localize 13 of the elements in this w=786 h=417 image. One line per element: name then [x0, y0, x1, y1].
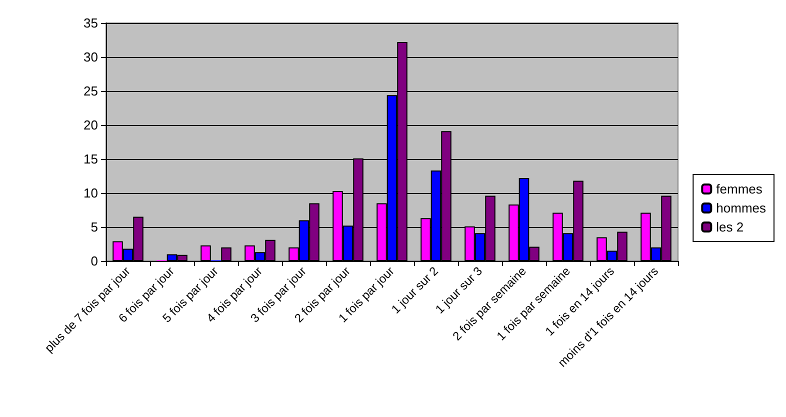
y-tick-label: 35	[84, 16, 98, 30]
y-tick-label: 30	[84, 50, 98, 64]
y-tick-label: 20	[84, 118, 98, 132]
y-tick-label: 10	[84, 186, 98, 200]
legend-label: hommes	[716, 200, 766, 216]
legend-label: les 2	[716, 220, 744, 234]
bar	[221, 247, 232, 261]
y-tick-label: 0	[90, 254, 98, 268]
y-tick-label: 5	[90, 220, 98, 234]
y-tick-label: 15	[84, 152, 98, 166]
legend-label: femmes	[716, 182, 763, 196]
y-tick-label: 25	[84, 84, 98, 98]
bar	[200, 245, 211, 261]
